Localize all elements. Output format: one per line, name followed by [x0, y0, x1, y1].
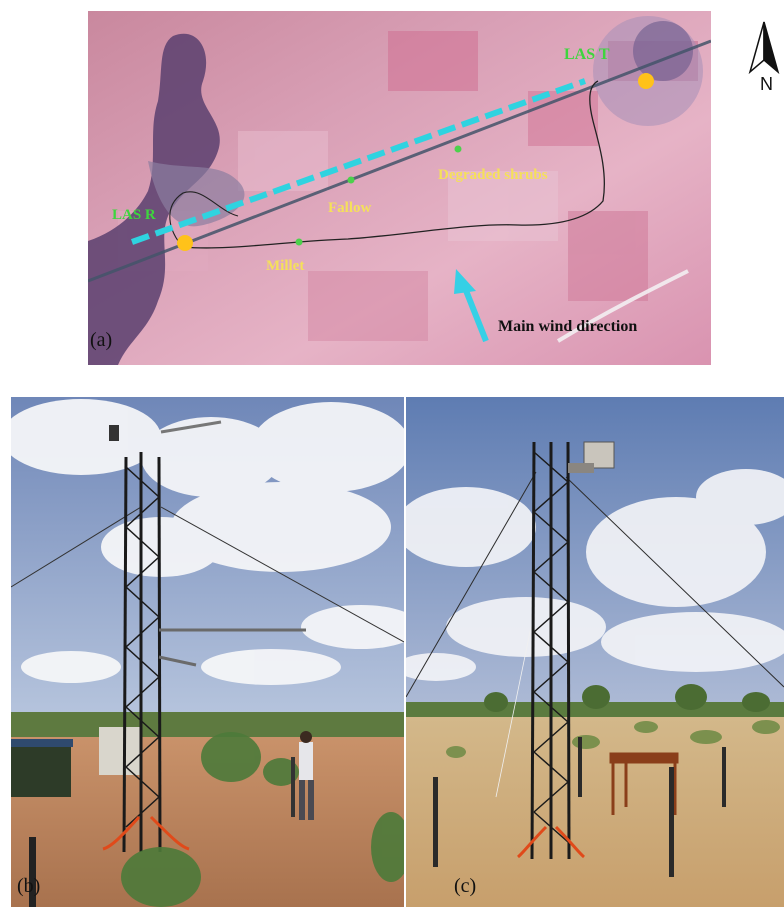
degraded-shrubs-label: Degraded shrubs: [438, 167, 548, 183]
north-label: N: [760, 74, 773, 94]
fallow-label: Fallow: [328, 200, 371, 216]
tower-photo-c: (c): [406, 397, 784, 907]
tower-photo-b-graphic: [11, 397, 404, 907]
north-arrow-icon: [748, 21, 780, 75]
satellite-map: LAS T LAS R Degraded shrubs Fallow Mille…: [88, 11, 711, 365]
las-r-marker: [177, 235, 193, 251]
satellite-map-graphic: LAS T LAS R Degraded shrubs Fallow Mille…: [88, 11, 711, 365]
las-r-label: LAS R: [112, 207, 156, 223]
panel-b-label: (b): [17, 875, 41, 897]
wind-direction-label: Main wind direction: [498, 318, 637, 335]
panel-c-label: (c): [454, 875, 477, 897]
las-t-label: LAS T: [564, 46, 610, 63]
panel-a-label: (a): [90, 329, 113, 351]
tower-photo-b: (b): [11, 397, 404, 907]
millet-label: Millet: [266, 258, 304, 274]
tower-photo-c-graphic: [406, 397, 784, 907]
las-t-marker: [638, 73, 654, 89]
wind-arrow-icon: [460, 281, 489, 343]
